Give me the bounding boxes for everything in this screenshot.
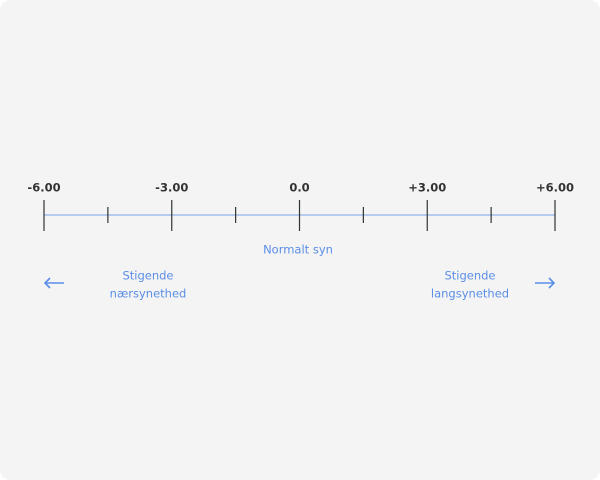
right-label: Stigende bbox=[444, 269, 495, 283]
left-label: nærsynethed bbox=[110, 287, 187, 301]
tick-label: +3.00 bbox=[408, 181, 446, 195]
right-label: langsynethed bbox=[431, 287, 509, 301]
arrows bbox=[43, 277, 556, 289]
right-arrow bbox=[535, 277, 556, 289]
tick-label: +6.00 bbox=[536, 181, 574, 195]
left-label: Stigende bbox=[122, 269, 173, 283]
tick-label: -3.00 bbox=[155, 181, 188, 195]
left-arrow bbox=[43, 277, 64, 289]
tick-label: -6.00 bbox=[27, 181, 60, 195]
tick-label: 0.0 bbox=[289, 181, 309, 195]
center-label: Normalt syn bbox=[263, 243, 333, 257]
